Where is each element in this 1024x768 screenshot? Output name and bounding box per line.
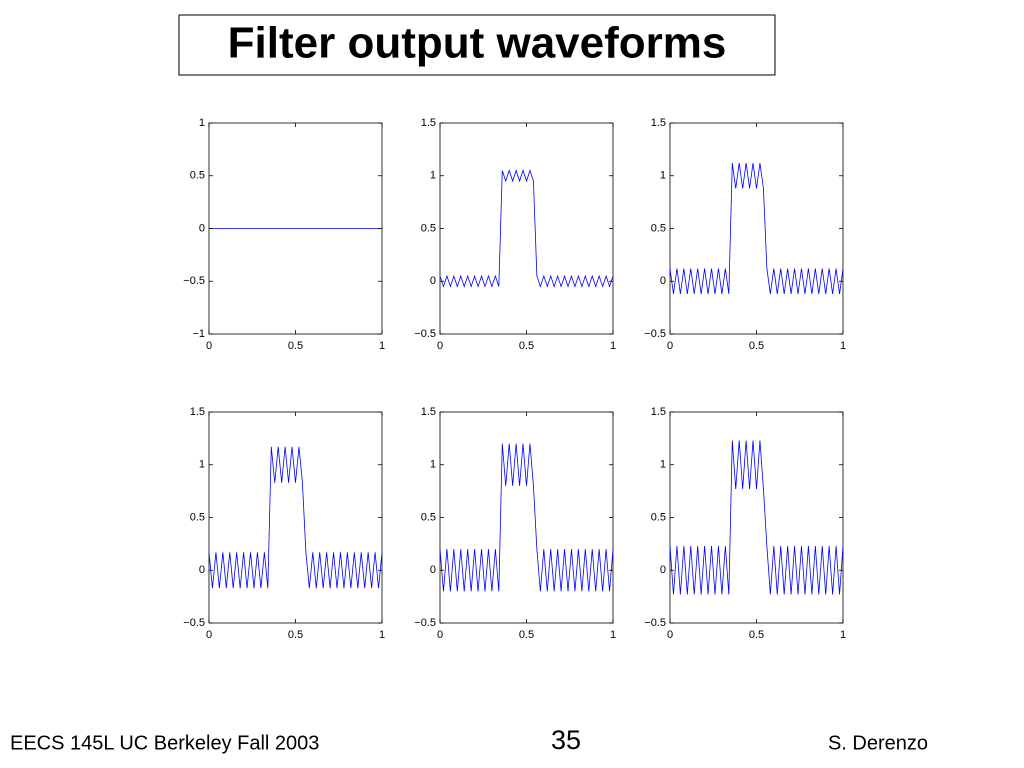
plot-frame — [669, 411, 844, 624]
footer-left: EECS 145L UC Berkeley Fall 2003 — [10, 732, 319, 754]
x-tick-label: 0 — [667, 340, 673, 352]
y-tick-label: −0.5 — [414, 328, 436, 340]
x-tick-label: 0 — [667, 629, 673, 641]
y-tick-label: 0 — [660, 564, 666, 576]
x-tick-label: 1 — [840, 629, 846, 641]
y-tick-label: 1.5 — [421, 117, 436, 129]
y-tick-label: 1 — [430, 170, 436, 182]
x-tick-label: 1 — [610, 340, 616, 352]
y-tick-label: −1 — [192, 328, 205, 340]
plot-frame — [439, 122, 614, 335]
y-tick-label: 0.5 — [421, 511, 436, 523]
x-tick-label: 1 — [840, 340, 846, 352]
title-box — [178, 14, 776, 76]
plot-frame — [208, 411, 383, 624]
x-tick-label: 0.5 — [288, 629, 303, 641]
x-tick-label: 0.5 — [519, 340, 534, 352]
slide-title: Filter output waveforms — [228, 19, 727, 68]
x-tick-label: 1 — [610, 629, 616, 641]
x-tick-label: 1 — [379, 340, 385, 352]
waveform — [208, 446, 383, 589]
y-tick-label: 1 — [199, 459, 205, 471]
y-tick-label: −0.5 — [644, 328, 666, 340]
y-tick-label: −0.5 — [644, 617, 666, 629]
y-tick-label: 0.5 — [651, 511, 666, 523]
page-number: 35 — [551, 725, 581, 755]
y-tick-label: −0.5 — [414, 617, 436, 629]
waveform — [439, 169, 614, 288]
x-tick-label: 0 — [437, 629, 443, 641]
y-tick-label: 1 — [199, 117, 205, 129]
plot-frame — [439, 411, 614, 624]
footer-right: S. Derenzo — [828, 732, 928, 754]
y-tick-label: 0.5 — [190, 511, 205, 523]
waveform — [439, 443, 614, 592]
y-tick-label: 0.5 — [421, 222, 436, 234]
y-tick-label: 0 — [199, 564, 205, 576]
y-tick-label: 0 — [430, 275, 436, 287]
x-tick-label: 0.5 — [749, 629, 764, 641]
y-tick-label: 1.5 — [651, 117, 666, 129]
waveform — [669, 163, 844, 294]
y-tick-label: 1 — [430, 459, 436, 471]
y-tick-label: 1.5 — [651, 406, 666, 418]
x-tick-label: 0.5 — [288, 340, 303, 352]
x-tick-label: 1 — [379, 629, 385, 641]
y-tick-label: 0.5 — [651, 222, 666, 234]
y-tick-label: 0 — [660, 275, 666, 287]
x-tick-label: 0.5 — [519, 629, 534, 641]
y-tick-label: −0.5 — [183, 617, 205, 629]
y-tick-label: 0 — [430, 564, 436, 576]
x-tick-label: 0 — [206, 629, 212, 641]
x-tick-label: 0 — [437, 340, 443, 352]
y-tick-label: −0.5 — [183, 275, 205, 287]
y-tick-label: 0.5 — [190, 170, 205, 182]
y-tick-label: 1.5 — [421, 406, 436, 418]
x-tick-label: 0.5 — [749, 340, 764, 352]
y-tick-label: 0 — [199, 222, 205, 234]
plot-frame — [669, 122, 844, 335]
waveform — [669, 440, 844, 595]
y-tick-label: 1 — [660, 459, 666, 471]
x-tick-label: 0 — [206, 340, 212, 352]
y-tick-label: 1.5 — [190, 406, 205, 418]
y-tick-label: 1 — [660, 170, 666, 182]
